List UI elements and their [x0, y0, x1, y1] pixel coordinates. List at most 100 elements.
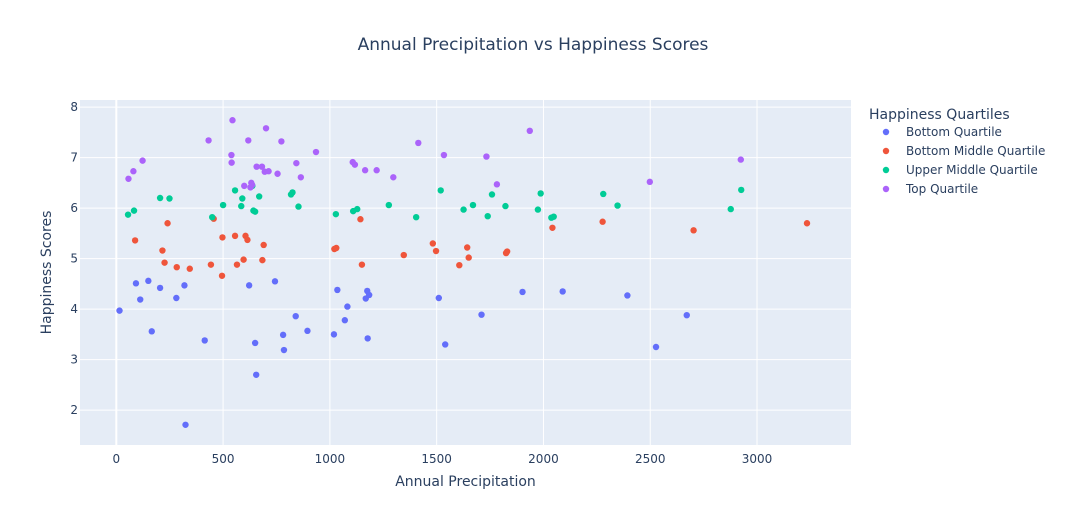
legend-title: Happiness Quartiles: [869, 107, 1010, 123]
data-point: [182, 421, 189, 428]
data-point: [537, 190, 544, 197]
data-point: [361, 167, 369, 174]
data-point: [124, 211, 132, 218]
data-point: [478, 311, 485, 318]
x-tick-label: 2500: [635, 452, 666, 466]
data-point: [292, 312, 299, 320]
y-tick-label: 4: [70, 302, 78, 316]
x-tick-label: 1000: [315, 452, 346, 466]
data-point: [255, 193, 263, 200]
data-point: [280, 346, 288, 354]
data-point: [248, 181, 256, 189]
data-point: [289, 189, 296, 196]
data-point: [293, 159, 300, 167]
data-point: [456, 261, 463, 269]
data-point: [219, 201, 227, 209]
data-point: [186, 265, 193, 272]
grid-lines: [80, 100, 851, 445]
data-point: [265, 168, 272, 175]
data-point: [238, 202, 245, 210]
data-point: [484, 212, 491, 220]
data-point: [330, 331, 338, 338]
legend-label: Upper Middle Quartile: [906, 163, 1038, 177]
data-point: [738, 186, 745, 194]
x-tick-labels: 0 500 1000 1500 2000 2500 3000: [112, 452, 772, 466]
data-point: [251, 339, 259, 347]
data-point: [415, 139, 422, 147]
data-point: [483, 153, 490, 160]
data-point: [173, 263, 180, 271]
data-point: [297, 174, 305, 181]
data-point: [442, 341, 449, 348]
data-point: [132, 280, 140, 287]
data-point: [139, 157, 146, 164]
data-point: [145, 277, 152, 285]
legend-marker: [882, 147, 890, 155]
data-point: [312, 148, 320, 156]
data-point: [201, 337, 208, 344]
data-point: [690, 227, 697, 234]
data-point: [228, 151, 235, 159]
data-point: [559, 288, 566, 295]
x-tick-label: 1500: [421, 452, 452, 466]
data-point: [358, 261, 366, 268]
data-point: [341, 317, 349, 324]
data-point: [251, 208, 259, 215]
data-point: [412, 213, 420, 221]
y-tick-labels: 2 3 4 5 6 7 8: [70, 100, 78, 417]
data-point: [245, 282, 253, 289]
data-point: [156, 194, 164, 202]
data-point: [278, 138, 285, 145]
data-point: [469, 201, 477, 209]
data-point: [493, 181, 501, 188]
data-point: [354, 205, 361, 213]
data-point: [464, 244, 471, 251]
data-point: [599, 218, 606, 225]
legend-marker: [882, 185, 890, 193]
data-point: [737, 156, 744, 163]
y-tick-label: 2: [70, 403, 78, 417]
legend-label: Bottom Quartile: [906, 125, 1002, 139]
data-point: [219, 234, 226, 241]
data-point: [534, 206, 542, 213]
data-point: [334, 286, 341, 294]
x-tick-label: 0: [112, 452, 120, 466]
data-point: [432, 247, 440, 255]
data-point: [600, 190, 607, 198]
data-point: [295, 203, 302, 210]
data-point: [181, 282, 188, 289]
data-point: [166, 195, 173, 202]
legend-label: Top Quartile: [905, 182, 978, 196]
data-point: [253, 163, 260, 170]
data-point: [351, 161, 359, 168]
data-point: [550, 213, 557, 220]
data-point: [245, 137, 252, 144]
data-point: [429, 240, 437, 247]
data-point: [357, 216, 364, 223]
data-point: [159, 247, 166, 254]
data-point: [526, 127, 533, 135]
data-point: [252, 371, 260, 378]
data-point: [440, 151, 448, 159]
data-point: [209, 213, 216, 221]
data-point: [333, 244, 340, 252]
data-point: [262, 125, 270, 132]
data-point: [164, 220, 171, 227]
data-point: [614, 202, 621, 209]
legend: Happiness Quartiles Bottom Quartile Botto…: [869, 107, 1045, 196]
data-point: [130, 168, 137, 175]
data-point: [218, 272, 226, 279]
data-point: [344, 303, 351, 310]
data-point: [205, 137, 212, 144]
data-points: [116, 117, 811, 428]
data-point: [465, 254, 472, 261]
data-point: [503, 248, 511, 255]
data-point: [400, 251, 407, 259]
data-point: [385, 201, 393, 209]
data-point: [502, 202, 509, 210]
x-tick-label: 2000: [528, 452, 559, 466]
data-point: [488, 191, 496, 198]
y-axis-title: Happiness Scores: [39, 211, 55, 335]
plot-area: [80, 100, 851, 445]
